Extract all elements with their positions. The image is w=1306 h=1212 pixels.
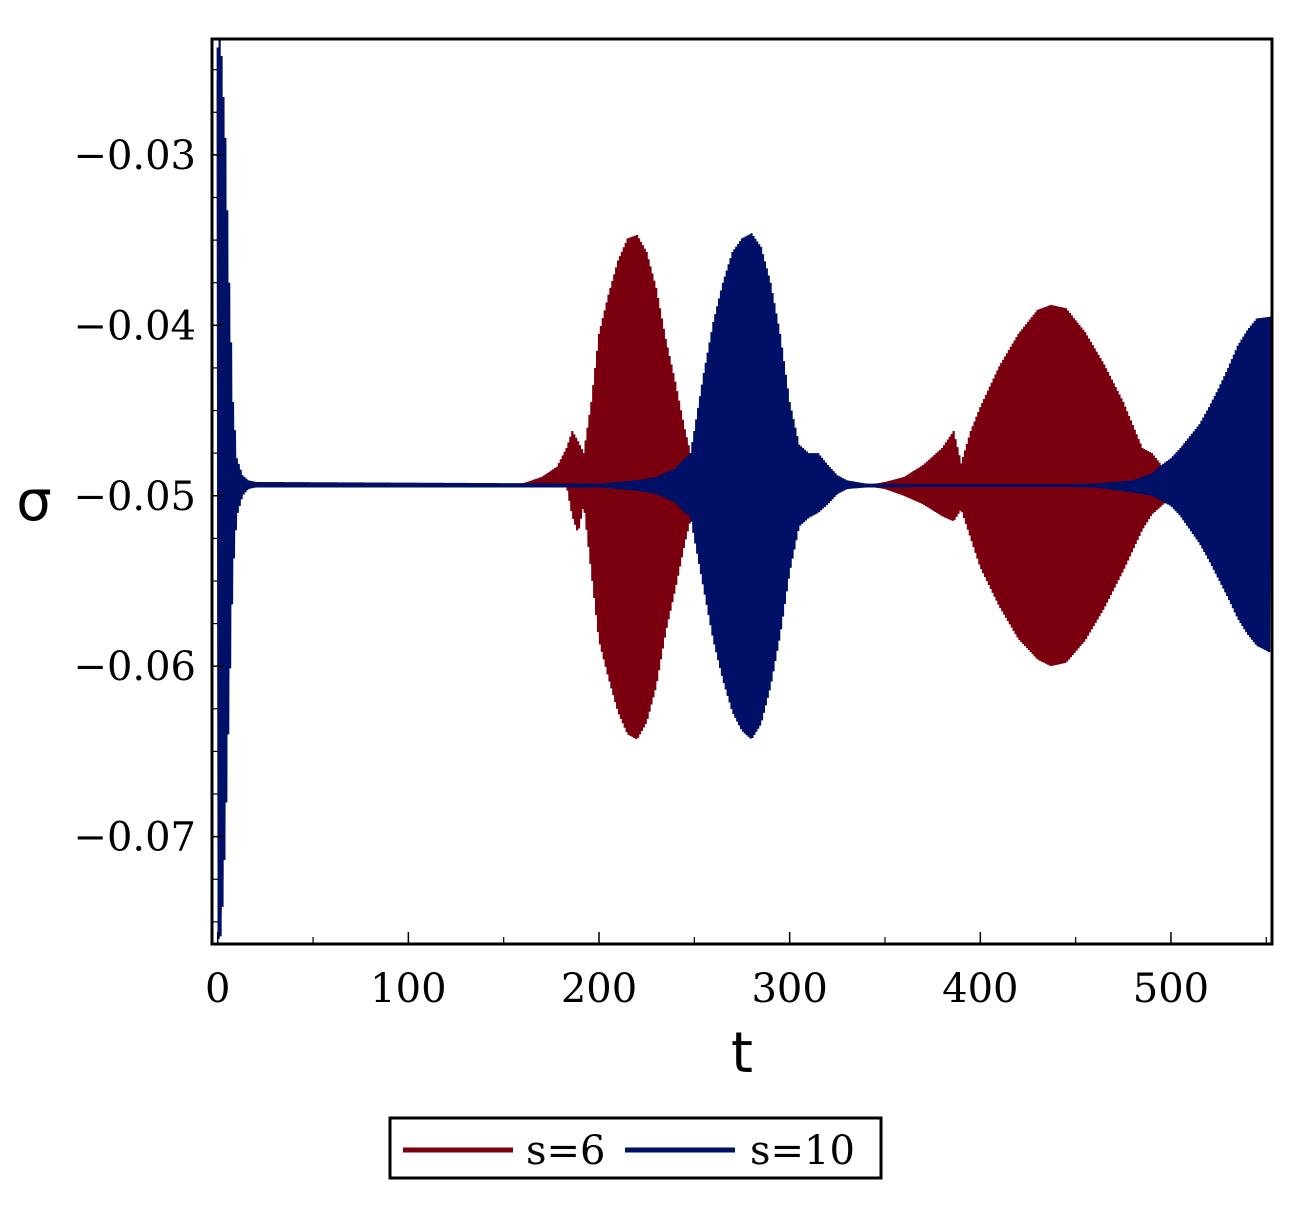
plot-frame xyxy=(210,37,1274,946)
x-tick-label-3: 300 xyxy=(751,966,827,1012)
y-tick-label-2: −0.05 xyxy=(73,474,196,520)
y-axis-label: σ xyxy=(16,469,52,534)
x-axis-label: t xyxy=(731,1021,753,1086)
tick-layer: 0 100 200 300 400 500 −0.03 −0.04 −0.05 −0.06 −0.0… xyxy=(73,69,1267,1012)
y-tick-label-4: −0.07 xyxy=(73,815,196,861)
legend: s=6 s=10 xyxy=(388,1116,883,1180)
legend-label-s10: s=10 xyxy=(750,1128,855,1174)
x-tick-label-4: 400 xyxy=(942,966,1018,1012)
x-tick-label-2: 200 xyxy=(561,966,637,1012)
series-layer xyxy=(216,38,1272,939)
x-tick-label-1: 100 xyxy=(370,966,446,1012)
x-tick-label-0: 0 xyxy=(205,966,230,1012)
series-line-s=10 xyxy=(216,38,1272,939)
series-s=10 xyxy=(216,38,1272,939)
y-tick-label-3: −0.06 xyxy=(73,644,196,690)
legend-label-s6: s=6 xyxy=(526,1128,606,1174)
y-tick-label-0: −0.03 xyxy=(73,133,196,179)
x-tick-label-5: 500 xyxy=(1133,966,1209,1012)
y-tick-label-1: −0.04 xyxy=(73,303,196,349)
